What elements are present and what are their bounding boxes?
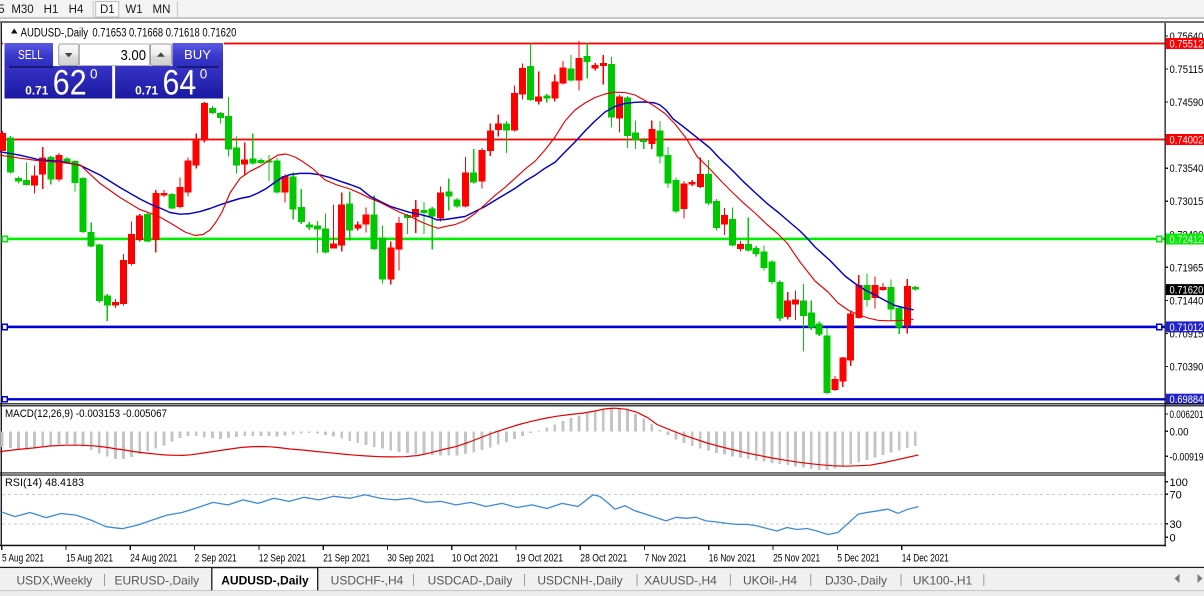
svg-text:H1: H1 xyxy=(44,4,59,16)
svg-text:MACD(12,26,9) -0.003153 -0.005: MACD(12,26,9) -0.003153 -0.005067 xyxy=(5,408,167,420)
svg-text:USDX,Weekly: USDX,Weekly xyxy=(17,573,93,587)
svg-text:64: 64 xyxy=(163,63,197,103)
svg-text:SELL: SELL xyxy=(18,48,43,62)
svg-text:3.00: 3.00 xyxy=(121,47,147,64)
svg-text:-0.00919: -0.00919 xyxy=(1170,451,1204,463)
svg-text:0: 0 xyxy=(200,67,208,82)
svg-text:10 Oct 2021: 10 Oct 2021 xyxy=(452,553,499,565)
svg-text:0.71965: 0.71965 xyxy=(1170,262,1204,274)
svg-text:70: 70 xyxy=(1170,489,1182,501)
svg-text:0.00: 0.00 xyxy=(1170,426,1189,438)
svg-text:0.73540: 0.73540 xyxy=(1170,163,1204,175)
svg-text:0.71440: 0.71440 xyxy=(1170,295,1204,307)
svg-text:AUDUSD-,Daily: AUDUSD-,Daily xyxy=(221,573,309,587)
svg-text:USDCNH-,Daily: USDCNH-,Daily xyxy=(537,573,622,587)
svg-text:0.73015: 0.73015 xyxy=(1170,196,1204,208)
svg-text:21 Sep 2021: 21 Sep 2021 xyxy=(323,553,370,565)
svg-text:UK100-,H1: UK100-,H1 xyxy=(913,573,973,587)
svg-text:7 Nov 2021: 7 Nov 2021 xyxy=(645,553,687,565)
svg-text:16 Nov 2021: 16 Nov 2021 xyxy=(709,553,756,565)
svg-text:0.71012: 0.71012 xyxy=(1170,322,1204,334)
svg-text:62: 62 xyxy=(53,63,87,103)
svg-text:2 Sep 2021: 2 Sep 2021 xyxy=(195,553,237,565)
svg-text:0.75512: 0.75512 xyxy=(1170,39,1204,51)
svg-text:DJ30-,Daily: DJ30-,Daily xyxy=(825,573,887,587)
svg-text:AUDUSD-,Daily: AUDUSD-,Daily xyxy=(21,28,89,40)
svg-text:USDCHF-,H4: USDCHF-,H4 xyxy=(331,573,404,587)
svg-text:0.74002: 0.74002 xyxy=(1170,135,1204,147)
svg-text:5 Dec 2021: 5 Dec 2021 xyxy=(837,553,879,565)
svg-text:0.75115: 0.75115 xyxy=(1170,64,1204,76)
svg-text:30: 30 xyxy=(1170,519,1182,531)
svg-text:30 Sep 2021: 30 Sep 2021 xyxy=(387,553,434,565)
svg-text:UKOil-,H4: UKOil-,H4 xyxy=(743,573,797,587)
svg-text:28 Oct 2021: 28 Oct 2021 xyxy=(580,553,627,565)
svg-text:USDCAD-,Daily: USDCAD-,Daily xyxy=(428,573,513,587)
svg-text:24 Aug 2021: 24 Aug 2021 xyxy=(130,553,177,565)
svg-text:5 Aug 2021: 5 Aug 2021 xyxy=(2,553,44,565)
svg-text:W1: W1 xyxy=(125,4,142,16)
svg-text:0: 0 xyxy=(90,67,98,82)
svg-text:19 Oct 2021: 19 Oct 2021 xyxy=(516,553,563,565)
svg-text:0.71653 0.71668 0.71618 0.7162: 0.71653 0.71668 0.71618 0.71620 xyxy=(92,28,236,40)
svg-text:0: 0 xyxy=(1170,532,1176,544)
svg-text:BUY: BUY xyxy=(184,48,212,62)
svg-text:M30: M30 xyxy=(11,4,33,16)
svg-text:14 Dec 2021: 14 Dec 2021 xyxy=(902,553,949,565)
svg-text:RSI(14) 48.4183: RSI(14) 48.4183 xyxy=(5,477,84,489)
svg-text:0.72412: 0.72412 xyxy=(1170,234,1204,246)
svg-text:5: 5 xyxy=(0,4,5,16)
svg-text:MN: MN xyxy=(153,4,171,16)
svg-text:0.71: 0.71 xyxy=(25,84,48,98)
svg-text:12 Sep 2021: 12 Sep 2021 xyxy=(259,553,306,565)
svg-text:0.71: 0.71 xyxy=(135,84,158,98)
svg-text:0.71620: 0.71620 xyxy=(1170,285,1204,297)
svg-text:25 Nov 2021: 25 Nov 2021 xyxy=(773,553,820,565)
svg-text:15 Aug 2021: 15 Aug 2021 xyxy=(66,553,113,565)
svg-text:0.006201: 0.006201 xyxy=(1170,409,1204,421)
svg-text:EURUSD-,Daily: EURUSD-,Daily xyxy=(114,573,199,587)
svg-text:0.74590: 0.74590 xyxy=(1170,97,1204,109)
svg-text:D1: D1 xyxy=(100,4,115,16)
svg-text:0.70390: 0.70390 xyxy=(1170,362,1204,374)
svg-text:XAUUSD-,H4: XAUUSD-,H4 xyxy=(644,573,717,587)
svg-text:100: 100 xyxy=(1170,477,1188,489)
svg-text:H4: H4 xyxy=(69,4,84,16)
